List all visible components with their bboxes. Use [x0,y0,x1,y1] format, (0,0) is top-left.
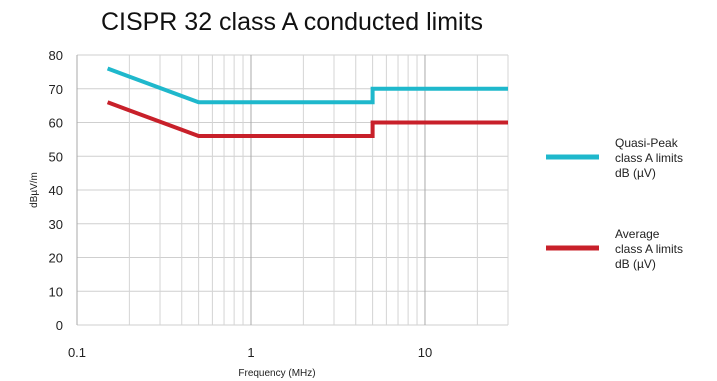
average-series-line [106,100,508,138]
x-axis-label: Frequency (MHz) [238,368,315,379]
x-tick-label: 10 [418,345,432,360]
series-lines [106,66,508,138]
chart-title: CISPR 32 class A conducted limits [101,8,483,36]
y-tick-label: 20 [49,251,63,266]
legend-label: Quasi-Peak [615,136,679,150]
x-tick-label: 1 [247,345,254,360]
y-tick-label: 40 [49,183,63,198]
legend-label: Average [615,227,660,241]
legend-label: dB (µV) [615,257,656,271]
y-tick-label: 0 [56,318,63,333]
y-tick-label: 60 [49,116,63,131]
grid [76,54,509,326]
y-tick-label: 80 [49,48,63,63]
x-tick-label: 0.1 [68,345,86,360]
y-tick-label: 30 [49,217,63,232]
y-axis-label: dBµV/m [29,172,40,208]
y-tick-labels: 0 10 20 30 40 50 60 70 80 [49,48,63,333]
y-tick-label: 70 [49,82,63,97]
y-tick-label: 50 [49,149,63,164]
legend-label: dB (µV) [615,166,656,180]
legend-label: class A limits [615,151,683,165]
y-tick-label: 10 [49,284,63,299]
quasi-peak-series-line [106,66,508,105]
x-tick-labels: 0.1 1 10 [68,345,432,360]
legend-label: class A limits [615,242,683,256]
